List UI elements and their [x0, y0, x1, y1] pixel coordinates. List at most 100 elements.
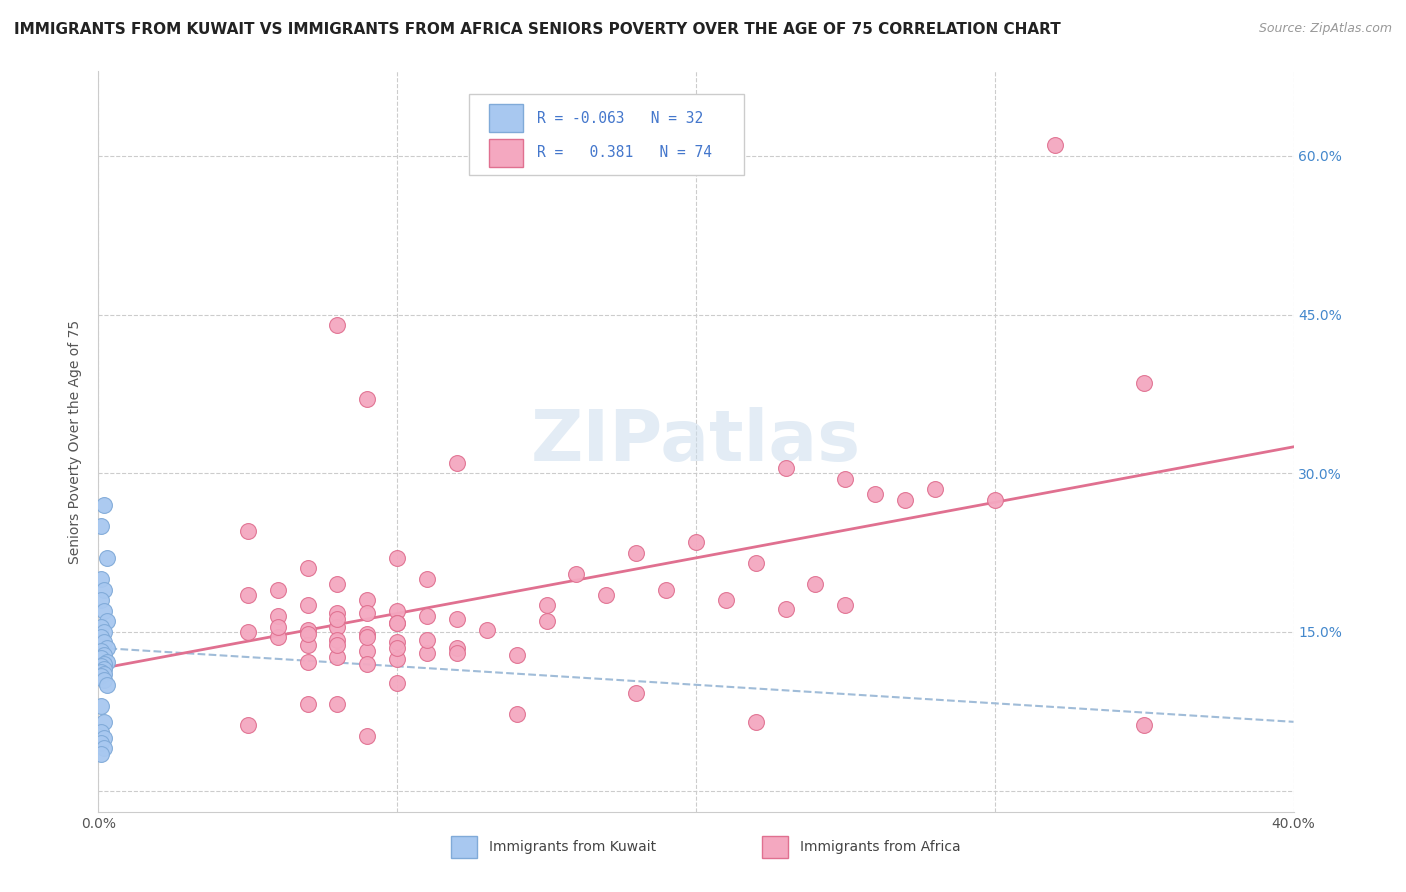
Point [93, 741, 115, 756]
Text: ZIPatlas: ZIPatlas [531, 407, 860, 476]
Point [297, 638, 319, 652]
Point [356, 729, 378, 743]
Point [236, 718, 259, 732]
Text: R =   0.381   N = 74: R = 0.381 N = 74 [537, 145, 711, 161]
Point [745, 714, 768, 729]
Point [297, 623, 319, 637]
Point [326, 318, 349, 333]
Point [297, 697, 319, 711]
Point [416, 572, 439, 586]
Point [96, 550, 118, 565]
Point [1133, 376, 1156, 391]
Point [297, 627, 319, 641]
Point [834, 599, 856, 613]
Point [90, 665, 112, 679]
Y-axis label: Seniors Poverty Over the Age of 75: Seniors Poverty Over the Age of 75 [69, 319, 83, 564]
Point [326, 697, 349, 711]
Point [685, 535, 707, 549]
Point [356, 644, 378, 658]
Point [96, 678, 118, 692]
Point [924, 482, 946, 496]
Point [90, 572, 112, 586]
Point [385, 640, 409, 655]
Point [834, 472, 856, 486]
Point [93, 673, 115, 687]
Point [326, 606, 349, 620]
Point [96, 655, 118, 669]
Point [267, 582, 290, 597]
Point [595, 588, 617, 602]
Point [267, 630, 290, 644]
Point [536, 615, 558, 629]
Point [385, 616, 409, 631]
Point [536, 599, 558, 613]
Point [356, 392, 378, 407]
FancyBboxPatch shape [762, 836, 787, 858]
Text: IMMIGRANTS FROM KUWAIT VS IMMIGRANTS FROM AFRICA SENIORS POVERTY OVER THE AGE OF: IMMIGRANTS FROM KUWAIT VS IMMIGRANTS FRO… [14, 22, 1060, 37]
Point [446, 456, 468, 470]
Point [1043, 138, 1066, 153]
Text: Immigrants from Kuwait: Immigrants from Kuwait [489, 840, 657, 855]
Point [297, 655, 319, 669]
Point [267, 619, 290, 633]
FancyBboxPatch shape [489, 139, 523, 167]
Point [267, 609, 290, 624]
Point [745, 556, 768, 570]
Point [90, 658, 112, 673]
Point [90, 669, 112, 683]
Point [385, 675, 409, 690]
Point [385, 616, 409, 631]
FancyBboxPatch shape [489, 104, 523, 132]
Point [385, 604, 409, 618]
Point [93, 582, 115, 597]
Point [326, 619, 349, 633]
Point [416, 609, 439, 624]
Point [297, 599, 319, 613]
Point [93, 657, 115, 671]
Point [90, 593, 112, 607]
Point [385, 652, 409, 666]
Point [93, 667, 115, 681]
Point [385, 635, 409, 649]
Point [93, 714, 115, 729]
Point [90, 698, 112, 713]
Point [446, 646, 468, 660]
Point [446, 612, 468, 626]
Point [356, 606, 378, 620]
Point [90, 630, 112, 644]
Point [93, 662, 115, 676]
FancyBboxPatch shape [451, 836, 477, 858]
Point [90, 651, 112, 665]
Point [236, 524, 259, 539]
Point [356, 627, 378, 641]
Point [775, 601, 797, 615]
Point [96, 640, 118, 655]
Point [984, 492, 1007, 507]
Point [90, 725, 112, 739]
Point [804, 577, 827, 591]
Point [236, 588, 259, 602]
Point [326, 638, 349, 652]
Point [326, 612, 349, 626]
Point [506, 707, 529, 722]
Point [90, 619, 112, 633]
Point [236, 624, 259, 639]
FancyBboxPatch shape [470, 94, 744, 175]
Point [865, 487, 887, 501]
Point [90, 519, 112, 533]
Point [446, 640, 468, 655]
Point [93, 731, 115, 745]
Point [93, 648, 115, 663]
Point [96, 615, 118, 629]
Point [356, 630, 378, 644]
Point [475, 623, 498, 637]
Point [93, 498, 115, 512]
Point [655, 582, 678, 597]
Point [93, 604, 115, 618]
Text: Immigrants from Africa: Immigrants from Africa [800, 840, 960, 855]
Point [326, 650, 349, 665]
Point [626, 686, 648, 700]
Point [356, 657, 378, 671]
Text: R = -0.063   N = 32: R = -0.063 N = 32 [537, 111, 703, 126]
Text: Source: ZipAtlas.com: Source: ZipAtlas.com [1258, 22, 1392, 36]
